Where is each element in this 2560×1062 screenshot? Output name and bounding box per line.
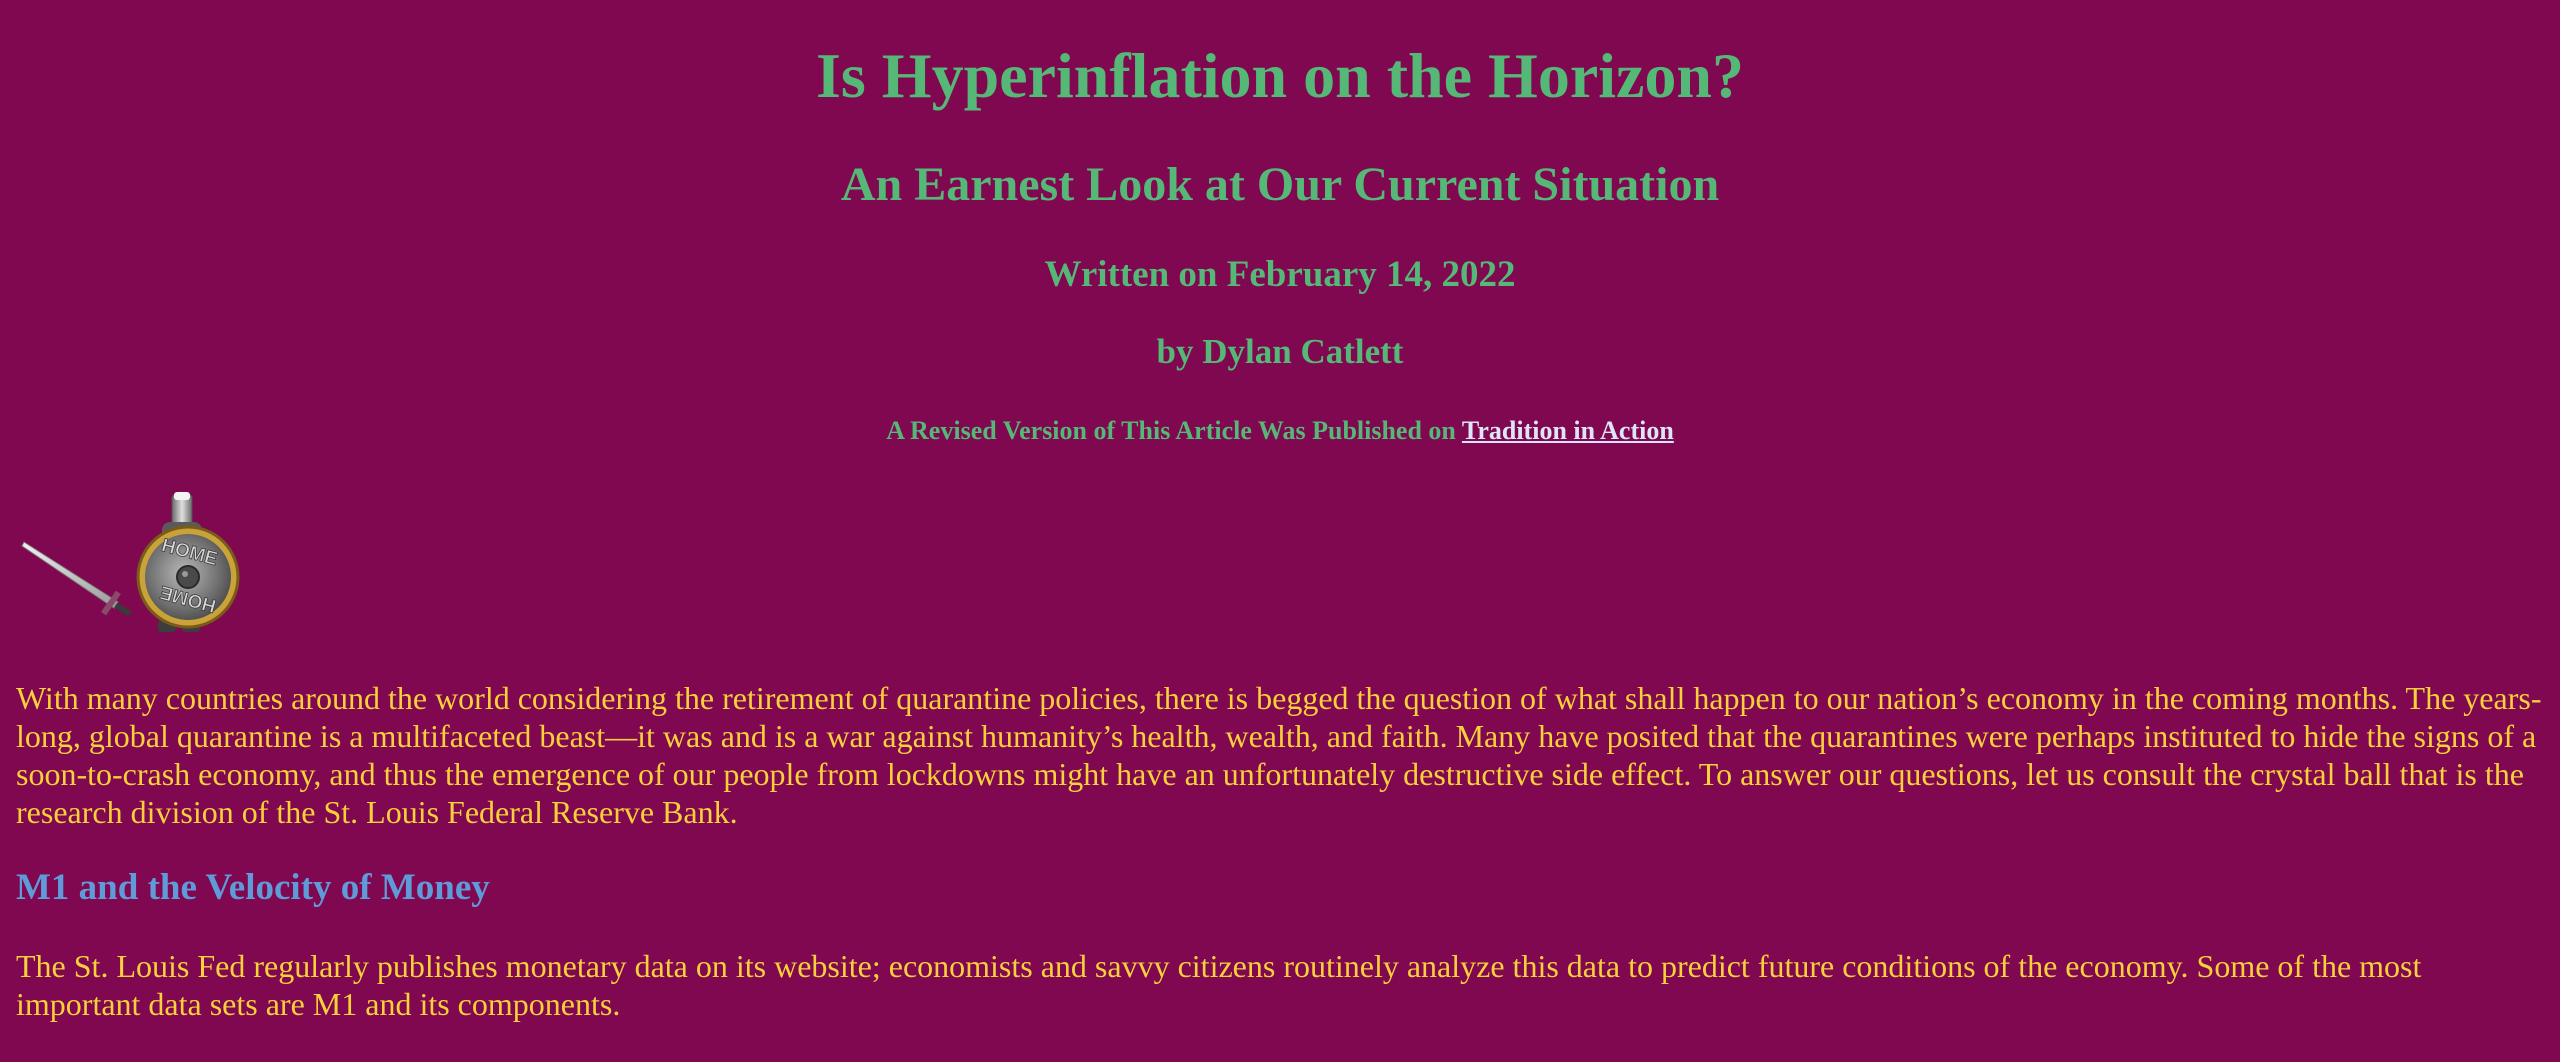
revised-version-note: A Revised Version of This Article Was Pu…: [0, 412, 2560, 450]
section-paragraph: The St. Louis Fed regularly publishes mo…: [16, 948, 2422, 1022]
tradition-in-action-link[interactable]: Tradition in Action: [1461, 416, 1674, 445]
written-date: Written on February 14, 2022: [1044, 254, 1516, 295]
revised-version-text: A Revised Version of This Article Was Pu…: [886, 416, 1462, 445]
intro-paragraph: With many countries around the world con…: [16, 680, 2542, 830]
section-heading-m1: M1 and the Velocity of Money: [16, 867, 490, 908]
page-title: Is Hyperinflation on the Horizon?: [815, 40, 1745, 111]
home-link[interactable]: HOME HOME: [20, 492, 245, 642]
home-shield-sword-icon: HOME HOME: [21, 492, 240, 632]
author-byline: by Dylan Catlett: [1156, 332, 1404, 371]
page-subtitle: An Earnest Look at Our Current Situation: [840, 158, 1720, 211]
